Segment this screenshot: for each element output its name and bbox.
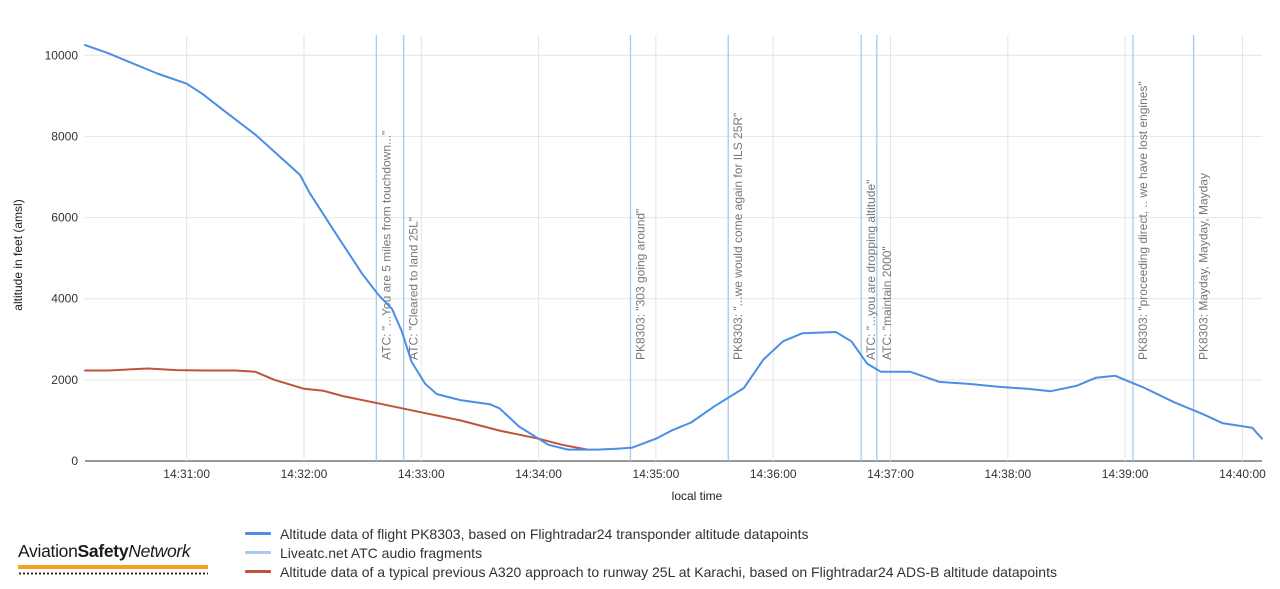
annotation-label: PK8303: Mayday, Mayday, Mayday <box>1197 173 1211 360</box>
legend-swatch-typical-a320 <box>245 570 271 573</box>
x-tick-label: 14:33:00 <box>398 467 445 481</box>
altitude-chart: ATC: "...You are 5 miles from touchdown.… <box>11 35 1266 503</box>
legend-swatch-atc-audio <box>245 551 271 554</box>
annotation-label: PK8303: "proceeding direct, .. we have l… <box>1136 81 1150 360</box>
legend-item-pk8303: Altitude data of flight PK8303, based on… <box>245 524 1057 543</box>
y-axis-title: altitude in feet (amsl) <box>11 199 25 310</box>
logo-orange-bar <box>18 565 208 569</box>
annotation-label: ATC: "maintain 2000" <box>880 246 894 360</box>
y-tick-label: 0 <box>71 454 78 468</box>
x-tick-label: 14:34:00 <box>515 467 562 481</box>
atc-audio-markers <box>375 35 1195 461</box>
annotation-label: ATC: "Cleared to land 25L" <box>407 217 421 360</box>
legend: Altitude data of flight PK8303, based on… <box>245 524 1057 581</box>
y-tick-label: 8000 <box>51 129 78 143</box>
series-line-pk8303 <box>84 44 1263 451</box>
y-tick-label: 10000 <box>45 48 79 62</box>
x-tick-label: 14:38:00 <box>984 467 1031 481</box>
x-tick-label: 14:36:00 <box>750 467 797 481</box>
logo-part-network: Network <box>128 541 191 561</box>
annotation-label: ATC: "...you are dropping altitude" <box>864 180 878 360</box>
y-axis-ticks: 0 2000 4000 6000 8000 10000 <box>45 48 79 468</box>
legend-label-atc-audio: Liveatc.net ATC audio fragments <box>280 544 483 561</box>
grid-lines <box>85 35 1262 462</box>
legend-item-atc-audio: Liveatc.net ATC audio fragments <box>245 543 1057 562</box>
x-tick-label: 14:32:00 <box>281 467 328 481</box>
annotation-label: PK8303: "303 going around" <box>633 209 647 360</box>
x-tick-label: 14:39:00 <box>1102 467 1149 481</box>
x-axis-title: local time <box>672 489 723 503</box>
x-tick-label: 14:37:00 <box>867 467 914 481</box>
series-lines <box>84 44 1263 451</box>
annotation-label: ATC: "...You are 5 miles from touchdown.… <box>379 131 393 360</box>
x-tick-label: 14:40:00 <box>1219 467 1266 481</box>
x-tick-label: 14:31:00 <box>163 467 210 481</box>
legend-item-typical-a320: Altitude data of a typical previous A320… <box>245 562 1057 581</box>
series-line-typical-a320 <box>84 367 589 451</box>
atc-annotations: ATC: "...You are 5 miles from touchdown.… <box>379 81 1210 360</box>
y-tick-label: 4000 <box>51 292 78 306</box>
annotation-label: PK8303: "...we would come again for ILS … <box>731 113 745 360</box>
legend-swatch-pk8303 <box>245 532 271 535</box>
logo-dotted-line <box>18 572 208 575</box>
legend-label-typical-a320: Altitude data of a typical previous A320… <box>280 563 1057 580</box>
y-tick-label: 2000 <box>51 373 78 387</box>
legend-label-pk8303: Altitude data of flight PK8303, based on… <box>280 525 809 542</box>
y-tick-label: 6000 <box>51 211 78 225</box>
logo-part-safety: Safety <box>77 541 129 561</box>
aviation-safety-network-logo: AviationSafetyNetwork <box>18 541 210 575</box>
x-tick-label: 14:35:00 <box>633 467 680 481</box>
logo-text: AviationSafetyNetwork <box>18 541 210 562</box>
logo-part-aviation: Aviation <box>18 541 78 561</box>
x-axis-ticks: 14:31:00 14:32:00 14:33:00 14:34:00 14:35:00… <box>163 467 1266 481</box>
